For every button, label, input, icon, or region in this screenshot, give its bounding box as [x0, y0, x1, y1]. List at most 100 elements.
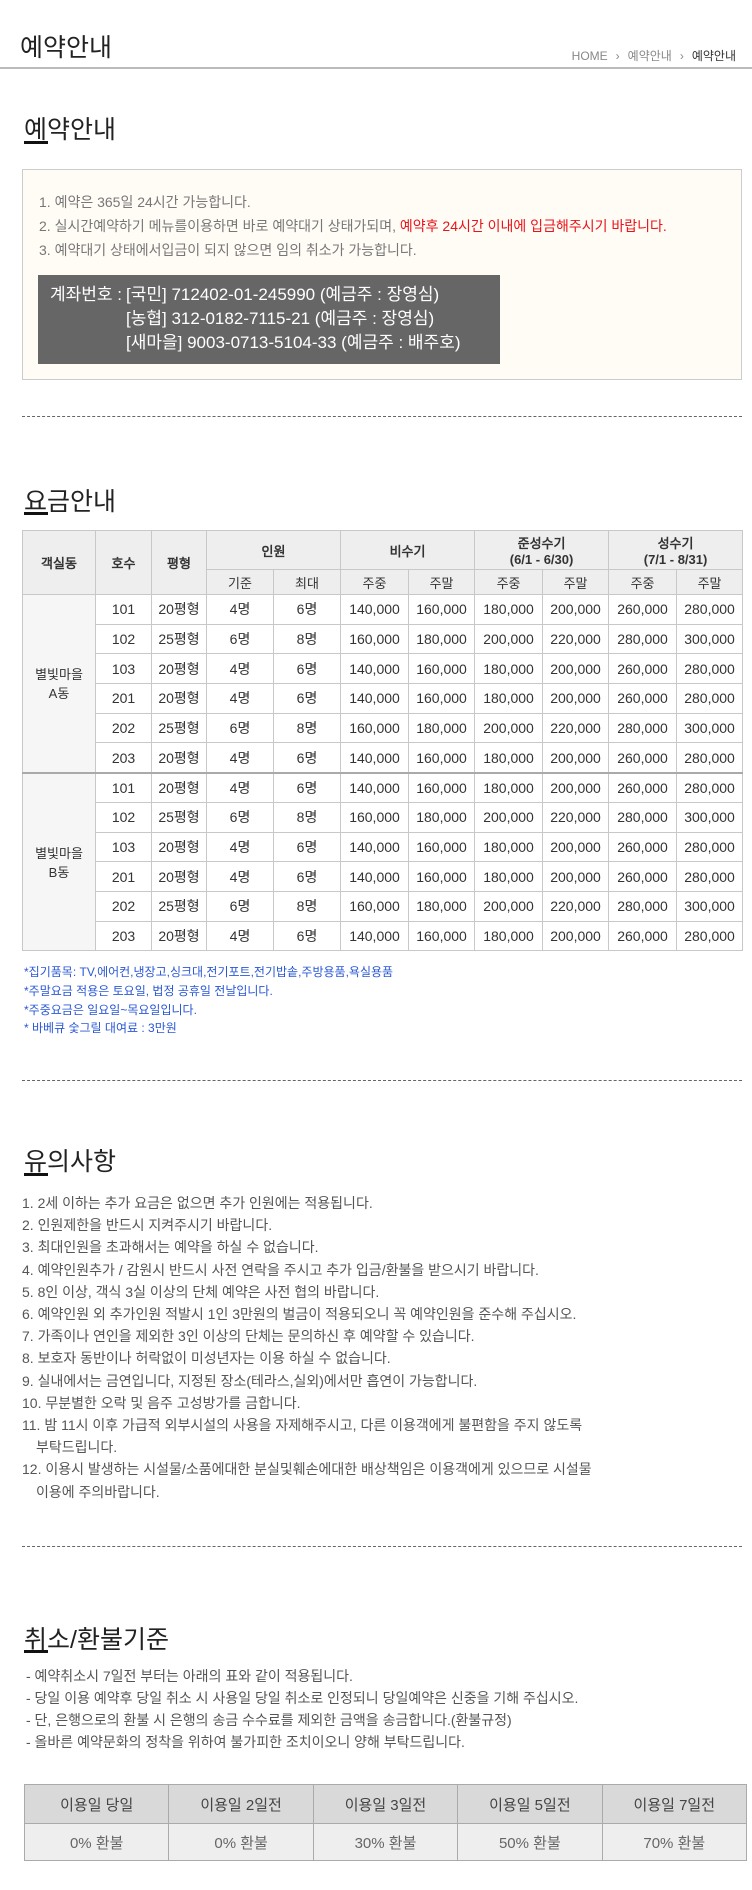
chevron-right-icon: › — [615, 48, 620, 63]
refund-table: 이용일 당일 이용일 2일전 이용일 3일전 이용일 5일전 이용일 7일전 0… — [23, 1784, 748, 1861]
price-cell: 180,000 — [474, 920, 544, 952]
price-cell: 200,000 — [542, 653, 610, 685]
price-cell: 25평형 — [151, 801, 207, 833]
price-cell: 103 — [95, 653, 152, 685]
caution-item: 2. 인원제한을 반드시 지켜주시기 바랍니다. — [22, 1217, 273, 1234]
header-size: 평형 — [151, 530, 207, 595]
note-weekend: *주말요금 적용은 토요일, 법정 공휴일 전날입니다. — [24, 984, 273, 998]
price-cell: 200,000 — [542, 920, 610, 952]
refund-line-4: - 올바른 예약문화의 정착을 위하여 불가피한 조치이오니 양해 부탁드립니다… — [26, 1734, 465, 1750]
price-cell: 200,000 — [542, 742, 610, 774]
price-cell: 160,000 — [340, 801, 410, 833]
price-row: 202 25평형 6명 8명 160,000 180,000 200,000 220,000 2… — [23, 712, 744, 744]
price-cell: 203 — [95, 742, 152, 774]
price-cell: 4명 — [206, 861, 274, 892]
price-cell: 280,000 — [676, 742, 744, 774]
price-cell: 160,000 — [340, 623, 410, 655]
price-cell: 300,000 — [676, 712, 744, 744]
reservation-info-box: 1. 예약은 365일 24시간 가능합니다. 2. 실시간예약하기 메뉴를이용… — [22, 169, 742, 380]
price-cell: 202 — [95, 712, 152, 744]
price-cell: 25평형 — [151, 712, 207, 744]
price-cell: 102 — [95, 801, 152, 833]
info-line-2: 2. 실시간예약하기 메뉴를이용하면 바로 예약대기 상태가되며, 예약후 24… — [39, 216, 667, 236]
price-cell: 4명 — [206, 831, 274, 863]
caution-item: 11. 밤 11시 이후 가급적 외부시설의 사용을 자제해주시고, 다른 이용… — [22, 1417, 583, 1433]
building-group: 별빛마을 B동 — [22, 771, 96, 952]
header-mid-season: 준성수기 (6/1 - 6/30) — [474, 530, 610, 570]
price-cell: 140,000 — [340, 653, 410, 685]
page-title: 예약안내 — [20, 34, 113, 62]
price-cell: 160,000 — [408, 771, 476, 803]
breadcrumb-current: 예약안내 — [691, 49, 736, 63]
caution-item: 부탁드립니다. — [36, 1439, 118, 1456]
price-cell: 280,000 — [676, 861, 744, 892]
caution-item: 10. 무분별한 오락 및 음주 고성방가를 금합니다. — [22, 1394, 301, 1411]
price-cell: 140,000 — [340, 861, 410, 892]
header-room: 호수 — [95, 530, 152, 595]
price-cell: 200,000 — [542, 861, 610, 892]
peak-season-range: (7/1 - 8/31) — [643, 552, 708, 567]
mid-season-label: 준성수기 — [517, 536, 566, 551]
refund-header: 이용일 2일전 — [168, 1784, 314, 1824]
refund-header: 이용일 5일전 — [457, 1784, 603, 1824]
note-weekday: *주중요금은 일요일~목요일입니다. — [24, 1003, 197, 1017]
breadcrumb-home[interactable]: HOME — [571, 48, 608, 63]
price-cell: 180,000 — [474, 771, 544, 803]
price-cell: 20평형 — [151, 771, 207, 803]
title-underline — [24, 141, 48, 144]
price-cell: 160,000 — [408, 920, 476, 952]
refund-line-3: - 단, 은행으로의 환불 시 은행의 송금 수수료를 제외한 금액을 송금합니… — [26, 1712, 512, 1728]
price-cell: 200,000 — [542, 594, 610, 625]
account-saemaeul: [새마을] 9003-0713-5104-33 (예금주 : 배주호) — [126, 333, 461, 352]
section-title-cautions: 유의사항 — [24, 1148, 117, 1176]
price-cell: 6명 — [272, 861, 342, 892]
dashed-divider — [22, 1080, 742, 1081]
price-cell: 20평형 — [151, 920, 207, 952]
caution-item: 5. 8인 이상, 객식 3실 이상의 단체 예약은 사전 협의 바랍니다. — [22, 1283, 380, 1300]
price-cell: 6명 — [272, 771, 342, 803]
price-cell: 101 — [95, 594, 152, 625]
price-cell: 200,000 — [474, 712, 544, 744]
price-cell: 220,000 — [542, 890, 610, 922]
price-cell: 300,000 — [676, 623, 744, 655]
price-cell: 140,000 — [340, 831, 410, 863]
price-cell: 200,000 — [474, 801, 544, 833]
header-weekday: 주중 — [340, 569, 410, 595]
section-title-reservation: 예약안내 — [24, 116, 117, 144]
price-cell: 180,000 — [474, 742, 544, 774]
header-base: 기준 — [206, 569, 274, 595]
price-cell: 260,000 — [608, 594, 678, 625]
header-peak-season: 성수기 (7/1 - 8/31) — [608, 530, 744, 570]
price-cell: 6명 — [272, 742, 342, 774]
info-line-2-text: 2. 실시간예약하기 메뉴를이용하면 바로 예약대기 상태가되며, — [39, 218, 400, 234]
building-group: 별빛마을 A동 — [22, 593, 96, 774]
price-cell: 160,000 — [340, 712, 410, 744]
price-cell: 6명 — [272, 831, 342, 863]
note-bbq: * 바베큐 숯그릴 대여료 : 3만원 — [24, 1021, 177, 1035]
price-cell: 201 — [95, 683, 152, 714]
header-weekday: 주중 — [608, 569, 678, 595]
price-cell: 203 — [95, 920, 152, 952]
breadcrumb-reservation[interactable]: 예약안내 — [627, 49, 672, 63]
price-cell: 20평형 — [151, 742, 207, 774]
info-line-2-highlight: 예약후 24시간 이내에 입금해주시기 바랍니다. — [399, 218, 667, 234]
price-cell: 220,000 — [542, 801, 610, 833]
refund-value: 0% 환불 — [168, 1823, 314, 1861]
price-cell: 280,000 — [676, 594, 744, 625]
price-row: 201 20평형 4명 6명 140,000 160,000 180,000 200,000 2… — [23, 683, 744, 714]
chevron-right-icon: › — [679, 48, 684, 63]
price-row: 103 20평형 4명 6명 140,000 160,000 180,000 200,000 2… — [23, 653, 744, 685]
price-cell: 160,000 — [408, 653, 476, 685]
dashed-divider — [22, 1546, 742, 1547]
price-cell: 202 — [95, 890, 152, 922]
price-cell: 8명 — [272, 890, 342, 922]
price-cell: 280,000 — [676, 920, 744, 952]
refund-value: 70% 환불 — [601, 1823, 748, 1861]
header-weekend: 주말 — [676, 569, 744, 595]
caution-item: 이용에 주의바랍니다. — [36, 1483, 160, 1500]
price-cell: 200,000 — [542, 683, 610, 714]
title-underline — [24, 512, 48, 515]
price-cell: 180,000 — [474, 653, 544, 685]
price-cell: 103 — [95, 831, 152, 863]
caution-item: 8. 보호자 동반이나 허락없이 미성년자는 이용 하실 수 없습니다. — [22, 1350, 391, 1367]
